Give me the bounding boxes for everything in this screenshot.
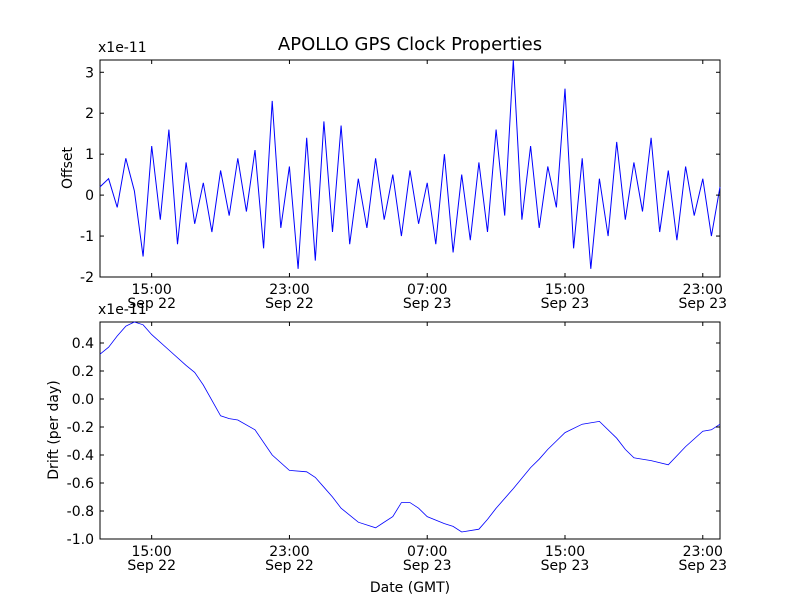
drift-x-tick-label-time: 15:00: [545, 544, 585, 560]
drift-x-tick-label-date: Sep 23: [403, 558, 452, 574]
offset-y-tick-label: 0: [85, 188, 94, 204]
drift-x-tick-label-time: 23:00: [683, 544, 723, 560]
drift-y-multiplier: x1e-11: [98, 302, 147, 318]
drift-y-tick-label: 0.0: [72, 392, 94, 408]
drift-y-tick-label: -0.4: [67, 448, 94, 464]
drift-x-tick-label-time: 07:00: [407, 544, 447, 560]
offset-x-tick-label-time: 15:00: [545, 282, 585, 298]
drift-y-axis-label: Drift (per day): [46, 380, 62, 479]
offset-plot-frame: [99, 59, 721, 278]
offset-x-tick-label-time: 15:00: [131, 282, 171, 298]
drift-x-tick-label-time: 23:00: [269, 544, 309, 560]
offset-x-tick-label-date: Sep 23: [541, 296, 590, 312]
offset-y-tick-label: -2: [80, 270, 94, 286]
offset-x-tick-label-date: Sep 22: [265, 296, 314, 312]
offset-series-line: [99, 59, 721, 269]
offset-x-tick-label-date: Sep 22: [127, 296, 176, 312]
offset-y-tick-label: 2: [85, 106, 94, 122]
offset-x-tick-label-time: 07:00: [407, 282, 447, 298]
drift-x-tick-label-date: Sep 22: [127, 558, 176, 574]
drift-y-tick-label: -0.6: [67, 476, 94, 492]
x-axis-label: Date (GMT): [370, 580, 450, 596]
drift-plot-frame: [99, 321, 721, 540]
offset-x-tick-label-time: 23:00: [683, 282, 723, 298]
drift-x-tick-label-date: Sep 22: [265, 558, 314, 574]
drift-y-tick-label: 0.2: [72, 364, 94, 380]
drift-y-tick-label: -0.8: [67, 504, 94, 520]
drift-series-line: [99, 321, 721, 533]
offset-y-tick-label: -1: [80, 229, 94, 245]
drift-x-tick-label-time: 15:00: [131, 544, 171, 560]
drift-y-tick-label: -1.0: [67, 532, 94, 548]
drift-y-tick-label: 0.4: [72, 336, 94, 352]
offset-x-tick-label-date: Sep 23: [403, 296, 452, 312]
offset-x-tick-label-date: Sep 23: [678, 296, 727, 312]
drift-y-tick-label: -0.2: [67, 420, 94, 436]
chart-title: APOLLO GPS Clock Properties: [278, 34, 542, 55]
drift-axes: x1e-11 Drift (per day) Date (GMT) 0.4 0.2…: [46, 302, 727, 596]
drift-x-tick-label-date: Sep 23: [541, 558, 590, 574]
drift-x-tick-label-date: Sep 23: [678, 558, 727, 574]
offset-y-tick-label: 1: [85, 147, 94, 163]
offset-y-tick-label: 3: [85, 65, 94, 81]
offset-y-multiplier: x1e-11: [98, 40, 147, 56]
offset-y-axis-label: Offset: [60, 146, 76, 189]
offset-x-tick-label-time: 23:00: [269, 282, 309, 298]
